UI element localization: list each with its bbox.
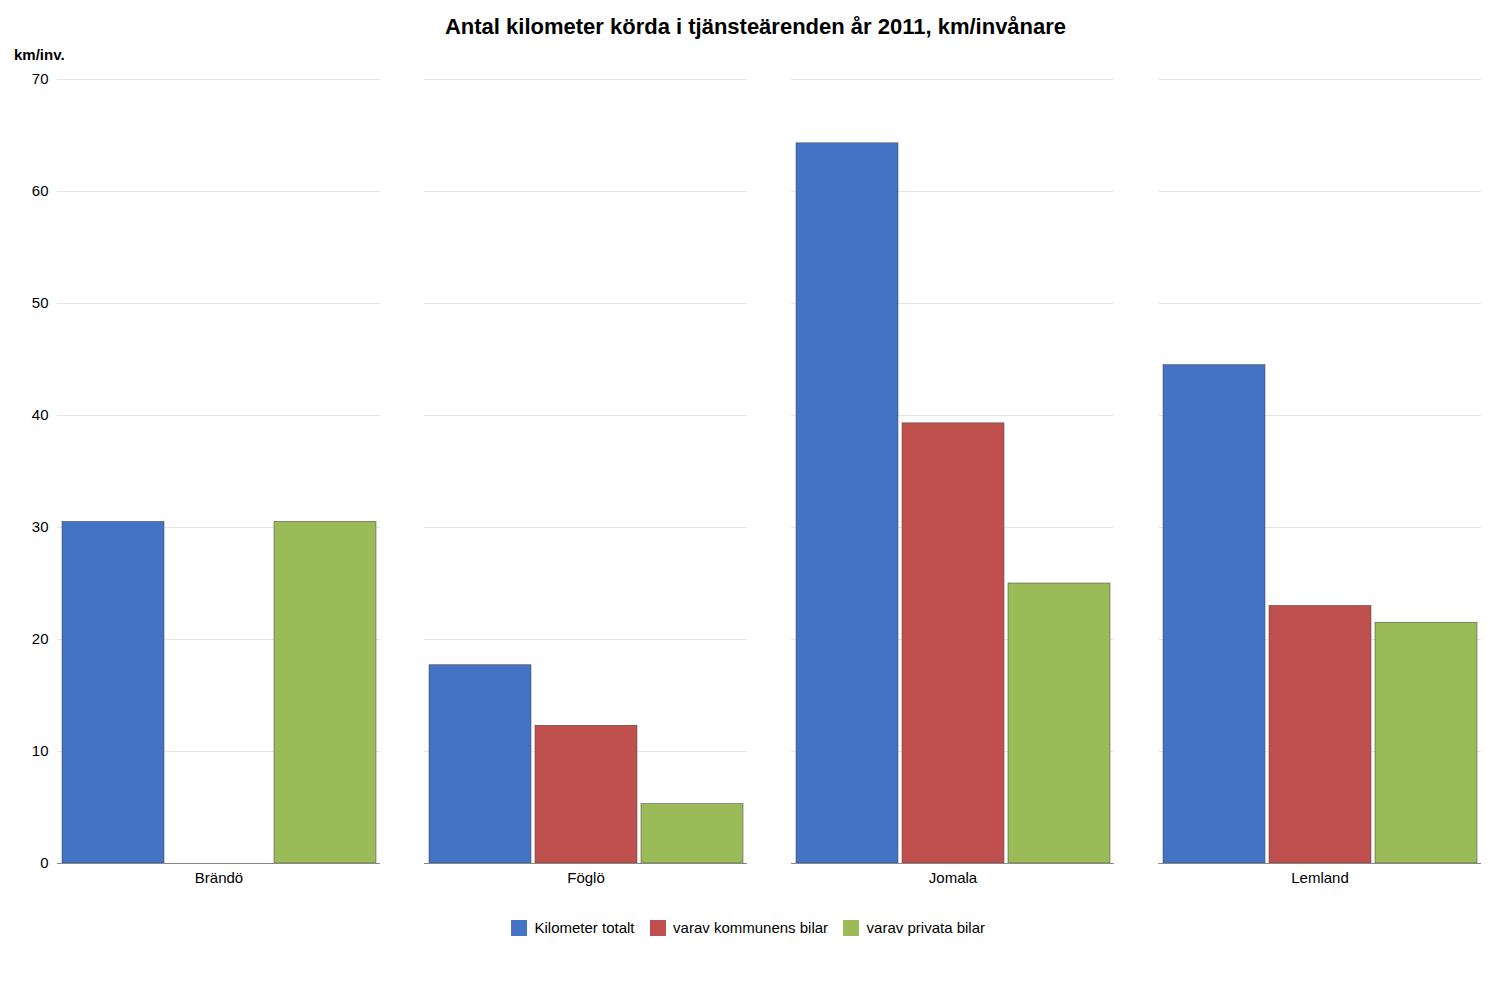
svg-text:Jomala: Jomala <box>929 869 978 886</box>
svg-text:60: 60 <box>32 182 49 199</box>
svg-text:10: 10 <box>32 742 49 759</box>
svg-text:Brändö: Brändö <box>195 869 243 886</box>
html-text:varav privata bilar: varav privata bilar <box>866 919 985 936</box>
svg-text:20: 20 <box>32 630 49 647</box>
html-text:varav kommunens bilar: varav kommunens bilar <box>673 919 829 936</box>
svg-text:0: 0 <box>40 854 48 871</box>
svg-text:Föglö: Föglö <box>567 869 605 886</box>
html-text:Antal kilometer körda i tjänst: Antal kilometer körda i tjänsteärenden å… <box>444 14 1067 39</box>
html-text:km/inv.: km/inv. <box>14 46 65 63</box>
svg-text:30: 30 <box>32 518 49 535</box>
svg-text:Lemland: Lemland <box>1291 869 1349 886</box>
html-text:Kilometer totalt: Kilometer totalt <box>534 919 635 936</box>
svg-text:40: 40 <box>32 406 49 423</box>
svg-text:70: 70 <box>32 70 49 87</box>
svg-text:50: 50 <box>32 294 49 311</box>
